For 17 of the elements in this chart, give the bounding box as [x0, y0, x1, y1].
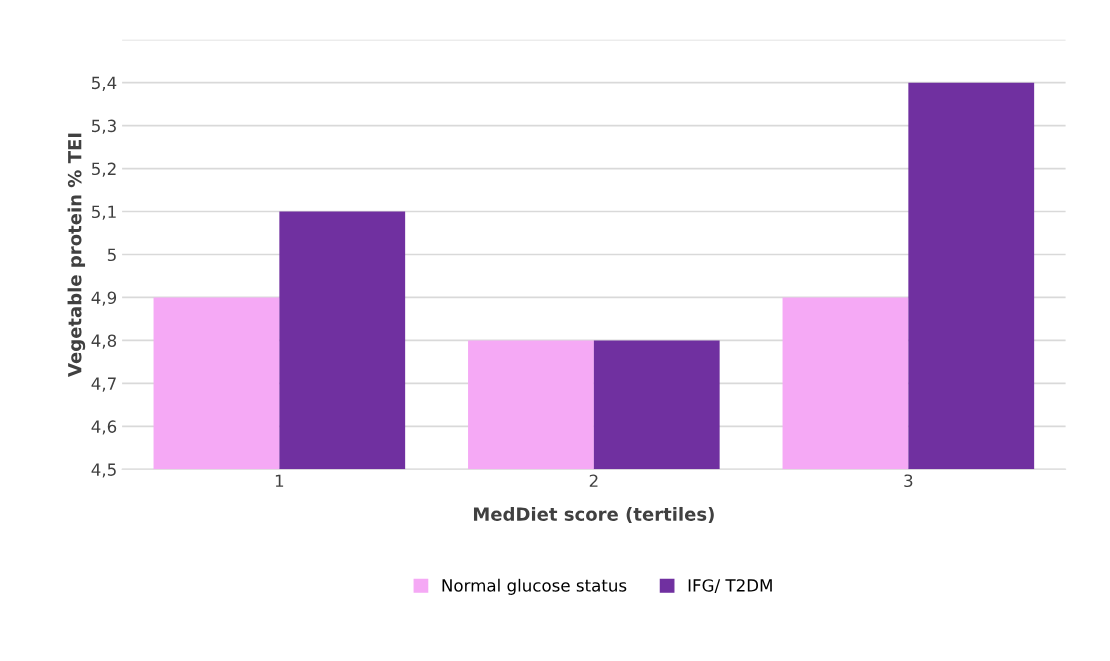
y-tick-label: 4,9 — [91, 291, 117, 306]
y-tick-label: 5,3 — [92, 119, 116, 134]
x-tick-label: 1 — [275, 474, 284, 487]
y-tick-label: 4,5 — [91, 463, 116, 478]
y-tick-label: 4,6 — [91, 420, 117, 435]
legend-label: IFG/ T2DM — [688, 579, 772, 594]
legend-label: Normal glucose status — [442, 578, 627, 595]
x-tick-label: 2 — [589, 474, 598, 487]
y-tick-label: 5,4 — [92, 76, 117, 91]
y-axis-title: Vegetable protein % TEI — [67, 133, 86, 377]
y-tick-label: 5,2 — [92, 162, 116, 177]
y-tick-label: 5 — [107, 248, 116, 262]
x-tick-label: 3 — [904, 474, 913, 488]
y-tick-label: 4,8 — [91, 334, 117, 349]
x-axis-title: MedDiet score (tertiles) — [473, 506, 714, 524]
y-tick-label: 4,7 — [91, 377, 116, 392]
y-tick-label: 5,1 — [92, 205, 116, 220]
